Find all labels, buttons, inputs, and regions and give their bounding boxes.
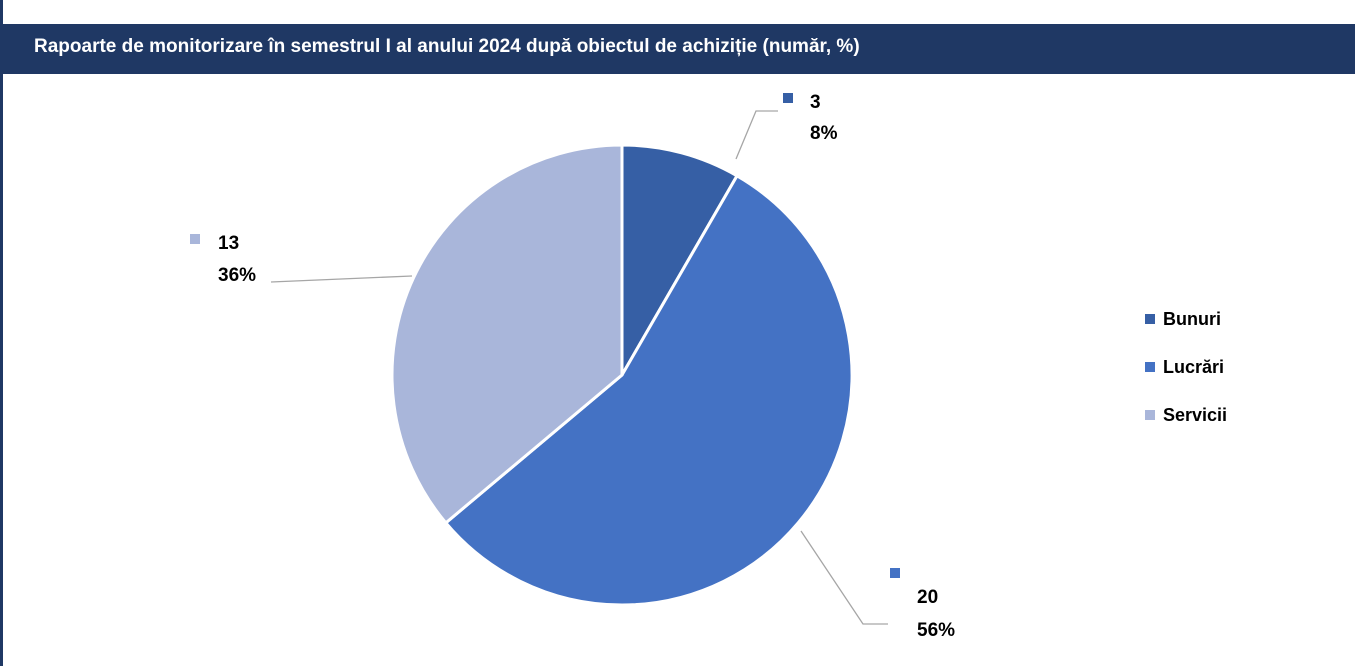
pie-chart: 3 8% 20 56% 13 36% Bunuri Lucrări Servicii [190, 92, 1227, 641]
pie-slice-servicii [390, 143, 624, 525]
data-label-percent-servicii: 36% [218, 265, 256, 286]
leader-line-lucrari [800, 530, 888, 625]
data-label-percent-bunuri: 8% [810, 123, 838, 144]
chart-title: Rapoarte de monitorizare în semestrul I … [34, 36, 860, 57]
legend-label-bunuri: Bunuri [1163, 309, 1221, 329]
data-label-marker-lucrari [890, 568, 900, 578]
data-label-value-lucrari: 20 [917, 587, 938, 608]
legend-label-lucrari: Lucrări [1163, 357, 1224, 377]
legend-marker-servicii [1145, 410, 1155, 420]
leader-line-bunuri [735, 110, 778, 160]
leader-line-servicii [270, 275, 413, 283]
legend-marker-bunuri [1145, 314, 1155, 324]
pie-slice-lucrari [443, 173, 854, 607]
legend-marker-lucrari [1145, 362, 1155, 372]
data-label-percent-lucrari: 56% [917, 620, 955, 641]
pie-slice-bunuri [620, 143, 740, 381]
data-label-value-servicii: 13 [218, 233, 239, 254]
chart-header: Rapoarte de monitorizare în semestrul I … [3, 24, 1355, 74]
legend-label-servicii: Servicii [1163, 405, 1227, 425]
data-label-marker-bunuri [783, 93, 793, 103]
data-label-marker-servicii [190, 234, 200, 244]
data-label-value-bunuri: 3 [810, 92, 821, 113]
